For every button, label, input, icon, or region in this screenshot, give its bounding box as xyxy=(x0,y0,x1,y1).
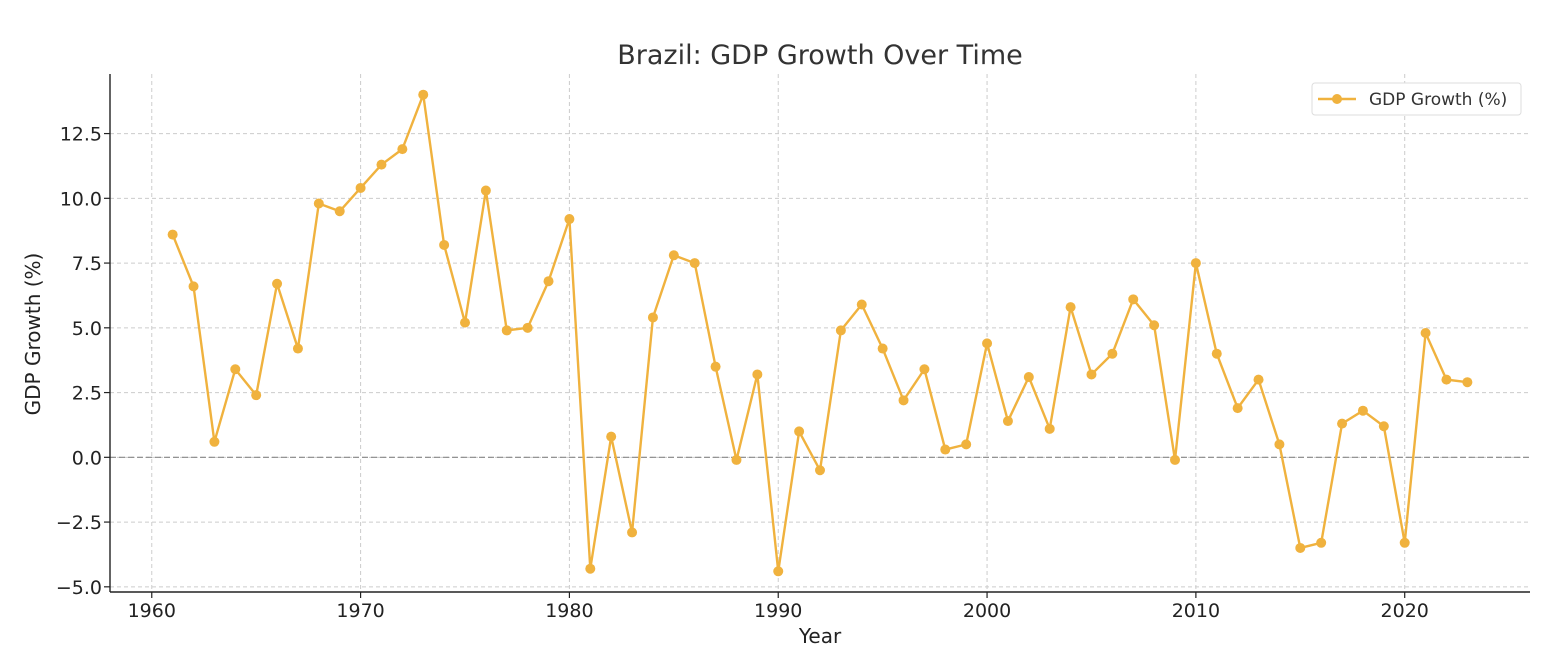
data-point-1988 xyxy=(731,454,742,465)
data-point-1966 xyxy=(272,278,283,289)
data-point-1979 xyxy=(543,276,554,287)
x-axis-ticks: 1960 1970 1980 1990 2000 2010 2020 xyxy=(128,592,1429,622)
data-point-1987 xyxy=(710,361,721,372)
grid-lines xyxy=(110,74,1530,592)
data-point-2017 xyxy=(1337,418,1348,429)
data-point-2021 xyxy=(1420,328,1431,338)
data-point-1968 xyxy=(313,198,324,209)
data-point-1986 xyxy=(689,258,700,269)
data-point-2004 xyxy=(1065,302,1076,313)
data-point-1969 xyxy=(334,206,345,217)
data-point-1975 xyxy=(460,317,470,328)
data-point-1992 xyxy=(815,465,825,476)
legend: GDP Growth (%) xyxy=(1311,82,1522,116)
x-tick-label-2010: 2010 xyxy=(1172,600,1220,622)
x-tick-label-1970: 1970 xyxy=(336,600,384,622)
data-point-2013 xyxy=(1253,374,1264,385)
y-axis-title: GDP Growth (%) xyxy=(21,253,45,416)
data-point-1990 xyxy=(773,566,784,577)
data-point-1974 xyxy=(439,239,450,250)
data-point-1993 xyxy=(835,325,846,336)
data-point-1991 xyxy=(794,426,805,437)
data-point-2000 xyxy=(982,338,993,349)
y-axis-ticks: −5.0 −2.5 0.0 2.5 5.0 7.5 10.0 12.5 xyxy=(56,124,110,599)
data-point-1983 xyxy=(627,527,638,538)
y-tick-label-5: 7.5 xyxy=(72,253,102,275)
data-point-1980 xyxy=(564,214,575,225)
data-point-2020 xyxy=(1399,537,1410,548)
data-point-2022 xyxy=(1441,374,1452,385)
y-tick-label-2: 0.0 xyxy=(72,447,102,469)
data-point-2016 xyxy=(1316,537,1327,548)
data-point-1997 xyxy=(919,364,930,375)
data-point-2006 xyxy=(1107,348,1118,359)
chart-title: Brazil: GDP Growth Over Time xyxy=(617,40,1023,71)
data-point-1989 xyxy=(752,369,763,380)
data-point-2012 xyxy=(1232,403,1243,414)
data-point-2010 xyxy=(1190,258,1201,269)
y-tick-label-1: −2.5 xyxy=(56,512,102,534)
data-point-1961 xyxy=(167,229,178,240)
series-line-0 xyxy=(171,93,1468,573)
data-point-1976 xyxy=(480,185,491,196)
series-layer xyxy=(167,89,1473,577)
data-point-1970 xyxy=(355,182,366,193)
data-point-1999 xyxy=(961,439,972,450)
x-tick-label-1990: 1990 xyxy=(754,600,802,622)
data-point-2011 xyxy=(1211,348,1222,359)
x-tick-label-1960: 1960 xyxy=(128,600,176,622)
y-tick-label-6: 10.0 xyxy=(60,188,102,210)
data-point-2001 xyxy=(1002,416,1013,427)
data-point-2015 xyxy=(1295,542,1306,553)
y-tick-label-3: 2.5 xyxy=(72,383,102,405)
data-point-1977 xyxy=(501,325,512,336)
y-tick-label-0: −5.0 xyxy=(56,577,102,599)
data-point-1995 xyxy=(877,343,888,354)
data-point-1981 xyxy=(585,563,596,574)
x-tick-label-1980: 1980 xyxy=(545,600,593,622)
data-point-1963 xyxy=(209,436,220,447)
legend-label: GDP Growth (%) xyxy=(1369,90,1507,110)
data-point-1965 xyxy=(251,390,262,401)
data-point-2003 xyxy=(1044,423,1055,434)
data-point-1973 xyxy=(418,89,429,100)
x-tick-label-2020: 2020 xyxy=(1381,600,1429,622)
data-point-1985 xyxy=(668,250,679,261)
axes xyxy=(109,74,1530,593)
x-axis-title: Year xyxy=(798,624,842,648)
data-point-2008 xyxy=(1149,320,1160,331)
data-point-2009 xyxy=(1170,454,1180,465)
data-point-1982 xyxy=(606,431,617,442)
data-point-1967 xyxy=(292,343,303,354)
data-point-1978 xyxy=(522,322,533,333)
data-point-2019 xyxy=(1378,421,1389,432)
data-point-2005 xyxy=(1086,369,1097,380)
data-point-1998 xyxy=(940,444,951,455)
legend-box xyxy=(1311,82,1522,116)
legend-swatch-marker xyxy=(1332,94,1342,104)
x-tick-label-2000: 2000 xyxy=(963,600,1011,622)
data-point-1962 xyxy=(188,281,199,292)
data-point-1972 xyxy=(397,144,408,155)
data-point-2002 xyxy=(1023,372,1034,383)
data-point-1984 xyxy=(647,312,658,323)
data-point-2007 xyxy=(1128,294,1139,305)
data-point-2014 xyxy=(1274,439,1285,450)
data-point-1964 xyxy=(230,364,241,375)
y-tick-label-7: 12.5 xyxy=(60,124,102,146)
data-point-1971 xyxy=(376,159,387,170)
data-point-1994 xyxy=(856,299,867,310)
y-tick-label-4: 5.0 xyxy=(72,318,102,340)
data-point-2023 xyxy=(1462,377,1473,388)
data-point-2018 xyxy=(1357,405,1368,416)
data-point-1996 xyxy=(898,395,909,406)
